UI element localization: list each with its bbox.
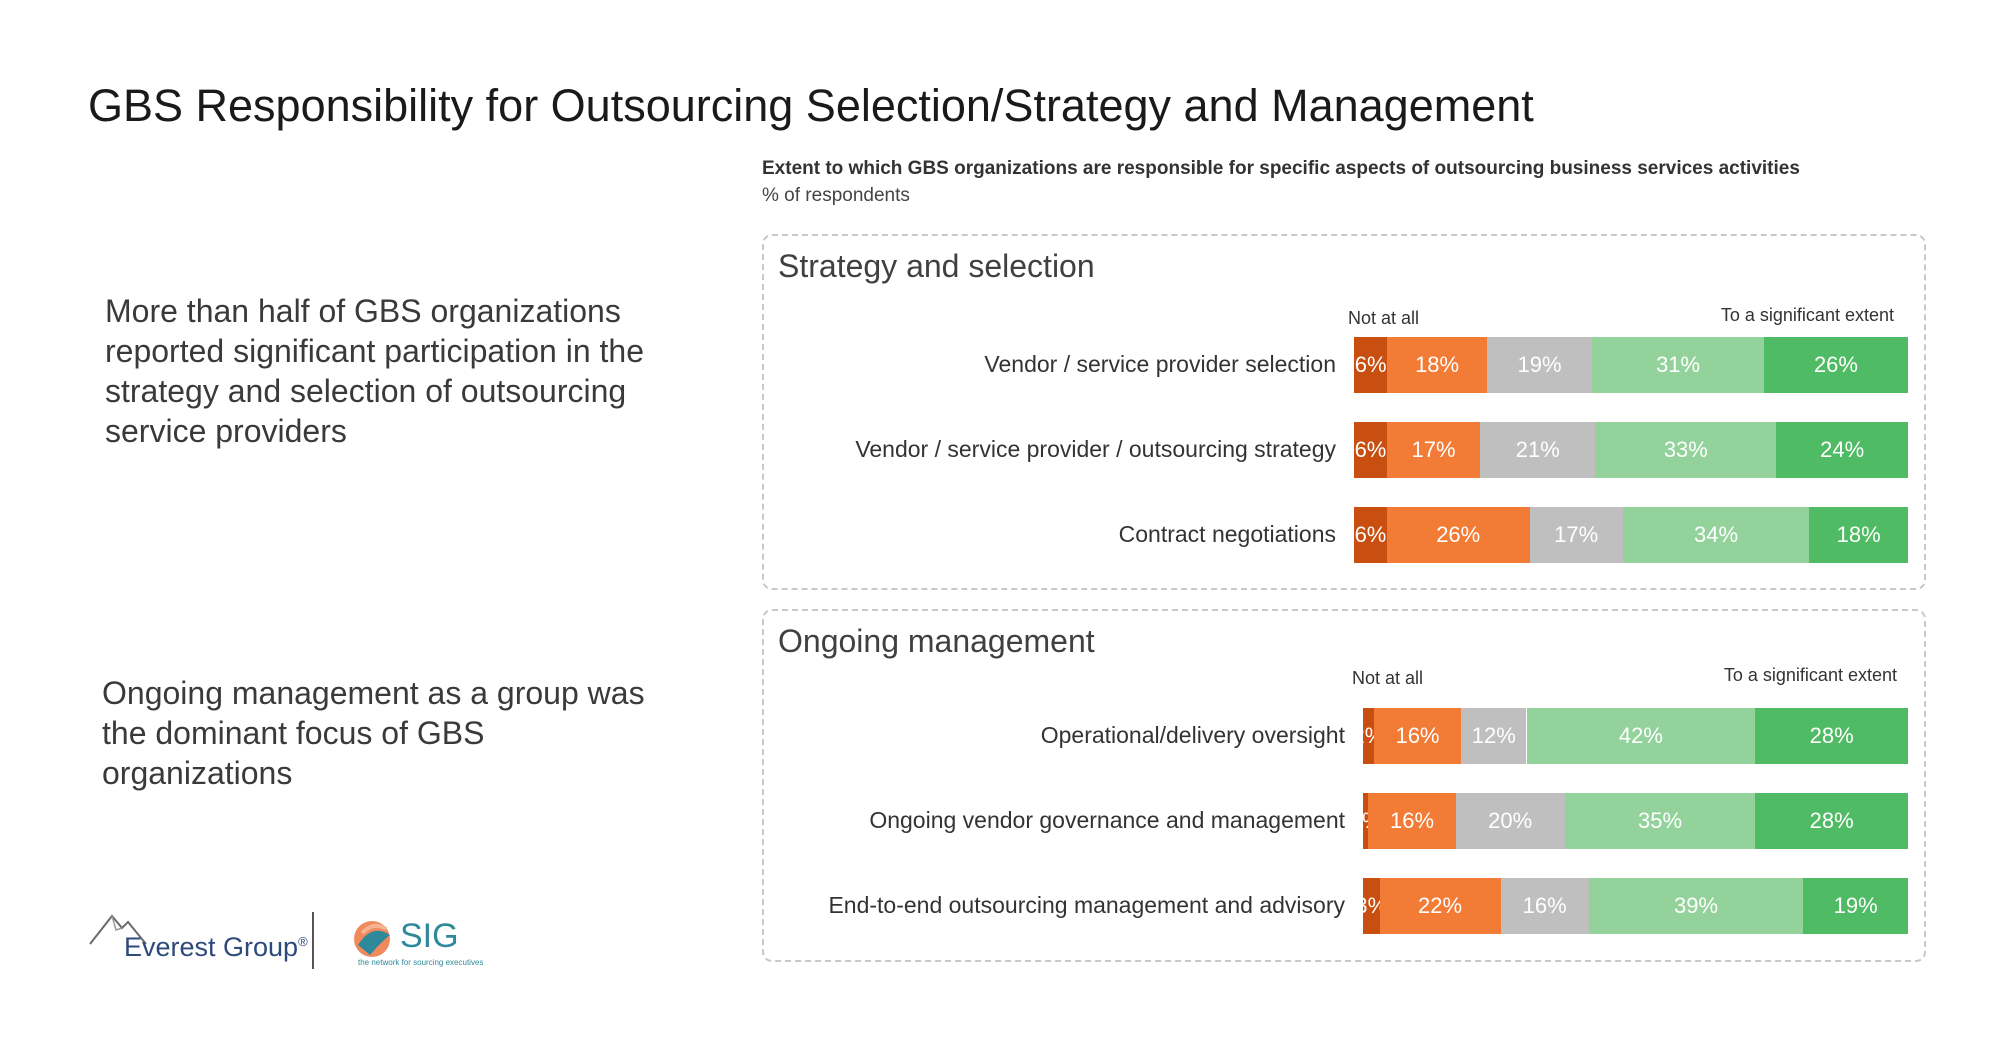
- category-label: End-to-end outsourcing management and ad…: [828, 892, 1345, 918]
- panel-title: Strategy and selection: [778, 248, 1095, 284]
- takeaway-strategy: More than half of GBS organizations repo…: [105, 293, 644, 449]
- bar-segment: [1387, 337, 1487, 393]
- data-label: 16%: [1395, 723, 1440, 748]
- bar-segment: [1386, 422, 1481, 478]
- data-label: 21%: [1515, 437, 1560, 462]
- data-label: 12%: [1471, 723, 1516, 748]
- everest-wordmark: Everest Group®: [124, 932, 308, 962]
- scale-label-right: To a significant extent: [1723, 665, 1897, 685]
- bar-segment: [1368, 793, 1456, 849]
- data-label: 39%: [1674, 893, 1719, 918]
- bar-segment: [1386, 507, 1530, 563]
- data-label: 16%: [1390, 808, 1435, 833]
- bar-segment: [1363, 793, 1369, 849]
- bar-segment: [1486, 337, 1593, 393]
- data-label: 16%: [1522, 893, 1567, 918]
- bar-segment: [1622, 507, 1810, 563]
- stacked-bar: 6% 18% 19% 31% 26%: [1354, 337, 1908, 393]
- bar-segment: [1595, 422, 1777, 478]
- sig-logo: SIG the network for sourcing executives: [350, 915, 483, 975]
- category-label: Operational/delivery oversight: [1040, 722, 1345, 748]
- category-label: Contract negotiations: [1118, 521, 1336, 547]
- stacked-bar: 2% 16% 12% 42% 28%: [1353, 708, 1908, 764]
- bar-segment: [1776, 422, 1908, 478]
- bar-segment: [1373, 708, 1462, 764]
- bar-segment: [1354, 422, 1387, 478]
- data-label: 35%: [1637, 808, 1683, 833]
- data-label: 42%: [1618, 723, 1663, 748]
- data-label: 19%: [1517, 352, 1562, 377]
- bar-segment: [1480, 422, 1596, 478]
- bar-segment: [1354, 337, 1388, 393]
- data-label: 22%: [1418, 893, 1463, 918]
- data-label: 18%: [1836, 522, 1881, 547]
- scale-label-right: To a significant extent: [1720, 305, 1894, 325]
- data-label: 6%: [1354, 352, 1387, 377]
- mountain-icon: [89, 914, 147, 945]
- bar-segment: [1379, 878, 1501, 934]
- data-label: 31%: [1656, 352, 1701, 377]
- bar-segment: [1461, 708, 1527, 764]
- data-label: 34%: [1693, 522, 1739, 547]
- bar-segment: [1526, 708, 1756, 764]
- data-label: 17%: [1554, 522, 1599, 547]
- sig-tagline: the network for sourcing executives: [358, 958, 484, 967]
- data-label: 6%: [1354, 522, 1387, 547]
- page-title: GBS Responsibility for Outsourcing Selec…: [88, 80, 1534, 131]
- data-label: 18%: [1415, 352, 1460, 377]
- stacked-bar: 6% 26% 17% 34% 18%: [1354, 507, 1908, 563]
- bar-segment: [1763, 337, 1908, 393]
- data-label: 17%: [1411, 437, 1456, 462]
- bar-segment: [1592, 337, 1764, 393]
- bar-segment: [1809, 507, 1908, 563]
- chart-subheading: % of respondents: [762, 185, 910, 206]
- bar-segment: [1755, 793, 1908, 849]
- panel-strategy-selection: Strategy and selection Not at all To a s…: [762, 234, 1926, 590]
- data-label: 19%: [1833, 893, 1878, 918]
- bar-segment: [1500, 878, 1589, 934]
- stacked-bar: 6% 17% 21% 33% 24%: [1354, 422, 1908, 478]
- data-label: 28%: [1809, 723, 1854, 748]
- bar-segment: [1529, 507, 1623, 563]
- category-label: Ongoing vendor governance and management: [869, 807, 1345, 833]
- category-label: Vendor / service provider / outsourcing …: [855, 436, 1336, 462]
- stacked-bar: 3% 22% 16% 39% 19%: [1355, 878, 1908, 934]
- bar-segment: [1354, 507, 1387, 563]
- data-label: 20%: [1488, 808, 1533, 833]
- data-label: 26%: [1436, 522, 1481, 547]
- category-label: Vendor / service provider selection: [984, 351, 1336, 377]
- bar-segment: [1803, 878, 1908, 934]
- sig-wordmark: SIG: [400, 917, 459, 955]
- everest-group-logo: Everest Group®: [88, 912, 308, 972]
- bar-segment: [1455, 793, 1565, 849]
- bar-segment: [1363, 708, 1374, 764]
- stacked-bar: 1% 16% 20% 35% 28%: [1350, 793, 1908, 849]
- sig-emblem-icon: [354, 921, 390, 957]
- data-label: 28%: [1809, 808, 1854, 833]
- data-label: 6%: [1354, 437, 1387, 462]
- bar-segment: [1363, 878, 1380, 934]
- scale-label-left: Not at all: [1348, 308, 1420, 328]
- bar-segment: [1755, 708, 1908, 764]
- data-label: 33%: [1663, 437, 1708, 462]
- bar-segment: [1564, 793, 1756, 849]
- logo-divider: [312, 912, 314, 969]
- panel-title: Ongoing management: [778, 623, 1095, 659]
- panel-ongoing-management: Ongoing management Not at all To a signi…: [762, 609, 1926, 962]
- scale-label-left: Not at all: [1352, 668, 1424, 688]
- data-label: 24%: [1820, 437, 1865, 462]
- chart-heading: Extent to which GBS organizations are re…: [762, 158, 1800, 179]
- bar-segment: [1588, 878, 1804, 934]
- takeaway-management: Ongoing management as a group was the do…: [102, 675, 645, 791]
- data-label: 26%: [1813, 352, 1858, 377]
